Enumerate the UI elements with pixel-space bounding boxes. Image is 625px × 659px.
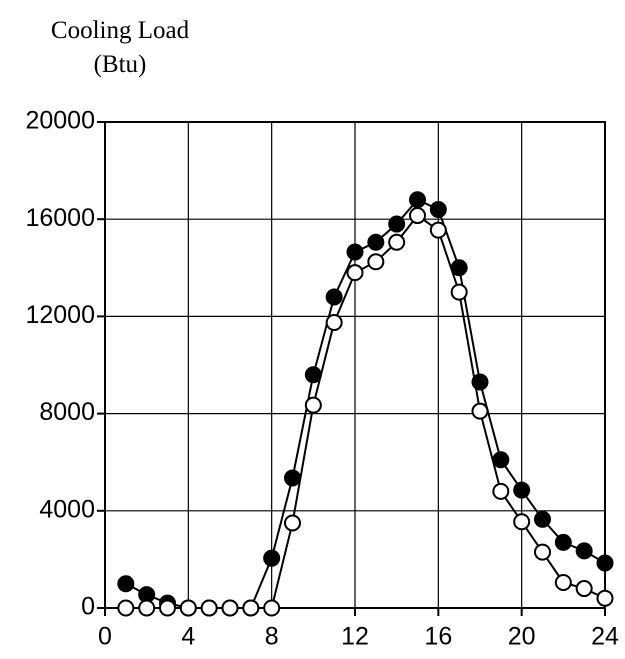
data-point: [179, 599, 197, 617]
data-point: [409, 191, 426, 209]
y-tick-label: 8000: [39, 398, 95, 426]
y-tick-label: 0: [81, 593, 95, 621]
data-point: [513, 481, 531, 499]
x-tick-label: 16: [424, 623, 452, 651]
data-point: [117, 575, 135, 593]
data-point: [554, 533, 572, 551]
data-point: [284, 469, 301, 487]
data-point: [450, 283, 468, 301]
data-point: [221, 599, 239, 617]
data-point: [138, 599, 156, 617]
data-point: [242, 599, 260, 617]
data-point: [304, 366, 322, 384]
x-tick-label: 4: [181, 623, 195, 651]
data-point: [304, 396, 322, 414]
data-point: [596, 589, 614, 607]
data-point: [325, 313, 343, 331]
data-point: [263, 599, 281, 617]
data-point: [596, 554, 614, 572]
data-point: [388, 215, 406, 233]
data-point: [263, 549, 281, 567]
data-point: [575, 542, 593, 560]
data-point: [450, 259, 468, 277]
x-tick-label: 8: [265, 623, 279, 651]
data-point: [388, 233, 406, 251]
data-point: [367, 233, 385, 251]
y-tick-label: 20000: [25, 107, 95, 135]
data-point: [471, 373, 489, 391]
data-point: [325, 288, 343, 306]
x-tick-label: 12: [341, 623, 369, 651]
y-tick-label: 4000: [39, 495, 95, 523]
y-tick-label: 12000: [25, 301, 95, 329]
x-tick-label: 24: [591, 623, 619, 651]
y-tick-label: 16000: [25, 204, 95, 232]
series-line: [125, 198, 606, 609]
data-point: [429, 200, 447, 218]
data-point: [471, 402, 489, 420]
plot-frame: [104, 121, 606, 609]
data-point: [346, 243, 364, 261]
x-tick-label: 0: [98, 623, 112, 651]
data-point: [117, 599, 135, 617]
x-tick-label: 20: [508, 623, 536, 651]
data-point: [492, 451, 510, 469]
data-point: [492, 482, 510, 500]
data-point: [200, 599, 218, 617]
data-point: [159, 599, 176, 617]
data-point: [534, 510, 551, 528]
series-line: [125, 214, 606, 609]
data-point: [367, 253, 385, 271]
data-point: [534, 543, 551, 561]
y-axis-label: (Btu): [94, 51, 147, 78]
data-point: [554, 573, 572, 591]
data-point: [409, 207, 426, 225]
data-point: [346, 264, 364, 282]
y-axis-label: Cooling Load: [51, 17, 190, 44]
data-point: [575, 580, 593, 598]
data-point: [284, 514, 301, 532]
data-point: [513, 513, 531, 531]
data-point: [429, 221, 447, 239]
